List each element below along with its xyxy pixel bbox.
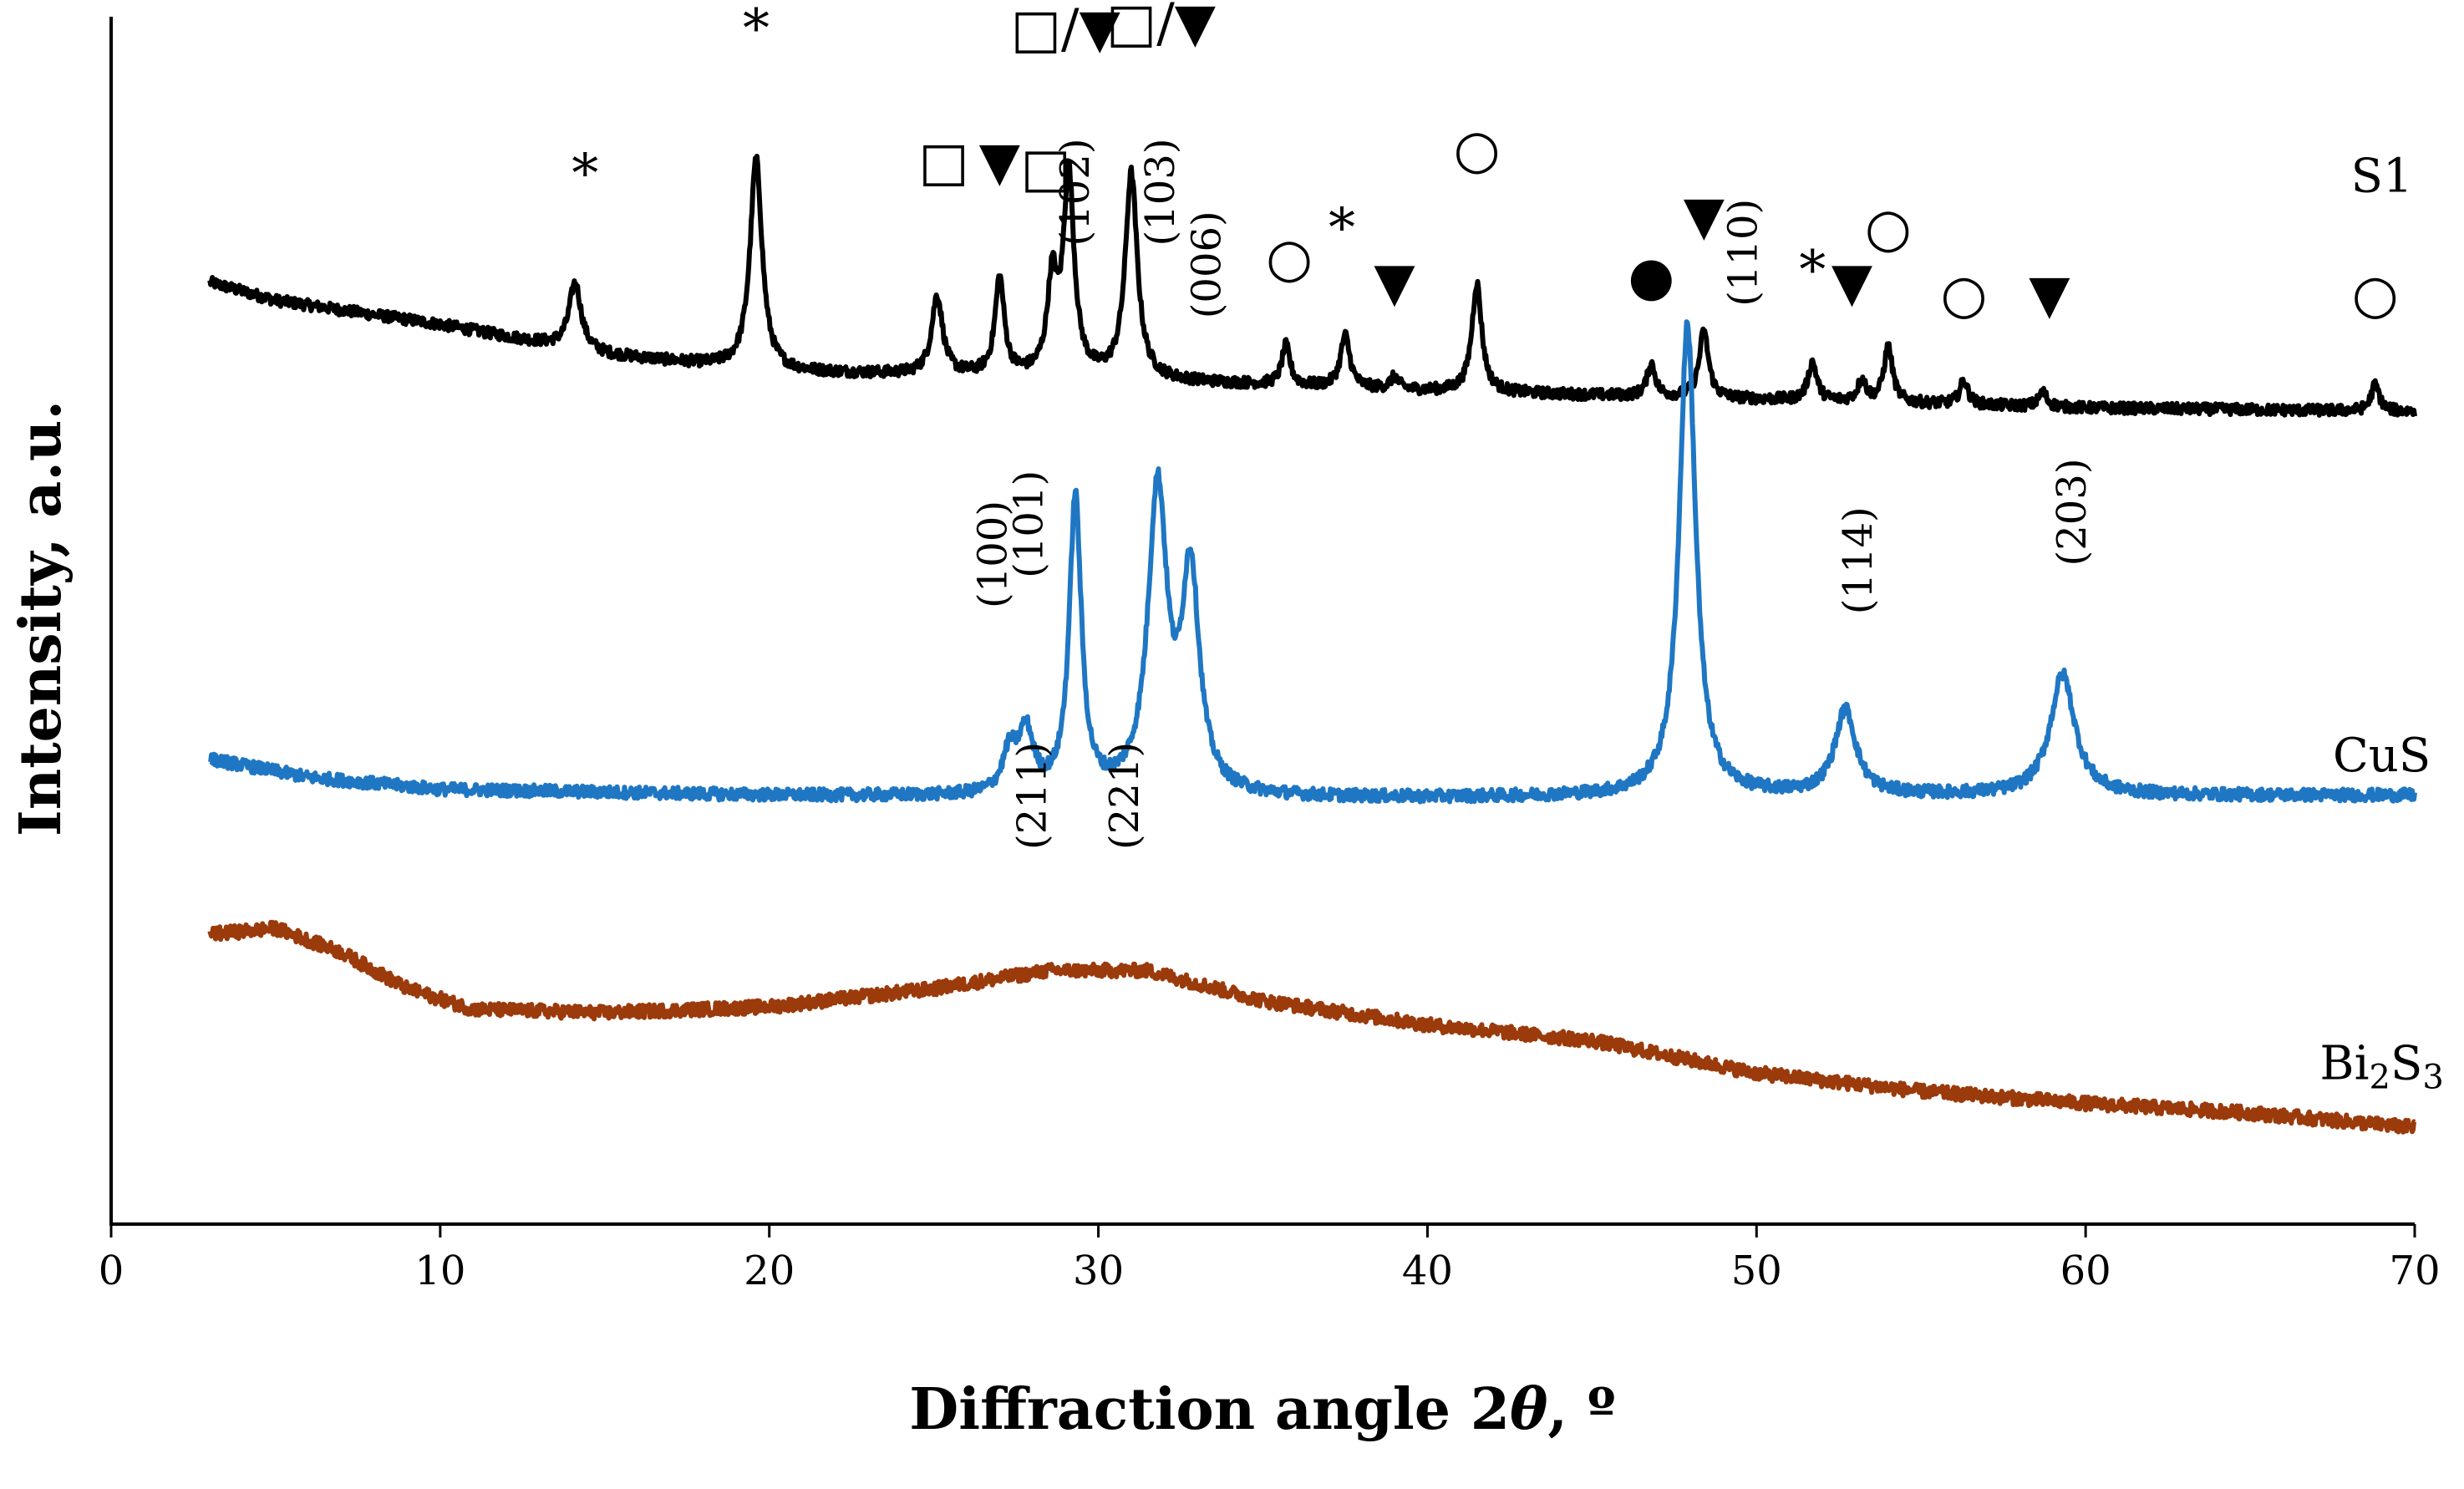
- phase-marker: ▼: [2029, 264, 2070, 326]
- phase-marker: □: [1020, 137, 1070, 199]
- phase-marker: ○: [1940, 264, 1987, 326]
- phase-marker: ○: [2352, 264, 2399, 326]
- y-axis-title: Intensity, a.u.: [8, 400, 74, 836]
- reflection-label: (103): [1137, 138, 1184, 246]
- series-label-cus: CuS: [2333, 729, 2431, 783]
- series-label-part: Bi: [2319, 1037, 2369, 1091]
- reflection-label: (101): [1006, 470, 1053, 578]
- reflection-label: (203): [2049, 458, 2096, 566]
- phase-marker: □: [918, 131, 968, 193]
- x-tick-label: 50: [1731, 1248, 1782, 1294]
- phase-marker: ▼: [1684, 185, 1725, 247]
- reflection-label: (221): [1101, 742, 1148, 850]
- series-label-part: S1: [2351, 150, 2413, 204]
- series-label-part: 3: [2422, 1059, 2443, 1097]
- x-tick-label: 70: [2389, 1248, 2440, 1294]
- phase-marker: *: [572, 144, 598, 206]
- phase-marker: *: [1329, 198, 1355, 260]
- reflection-label: (100): [969, 501, 1016, 608]
- series-label-part: CuS: [2333, 729, 2431, 783]
- annotation-layer: (100)(101) (102) (103)(006) (110) (114) (203)…: [572, 0, 2444, 1097]
- series-label-part: 2: [2369, 1059, 2390, 1097]
- phase-marker: □/▼: [1011, 0, 1121, 60]
- series-line-bi2s3: [207, 919, 2416, 1135]
- series-label-s1: S1: [2351, 150, 2413, 204]
- x-tick-label: 20: [744, 1248, 795, 1294]
- series-layer: [207, 154, 2417, 1135]
- series-line-s1: [207, 154, 2417, 418]
- phase-marker: ▼: [979, 131, 1021, 193]
- phase-marker: □/▼: [1106, 0, 1217, 54]
- x-axis-title: Diffraction angle 2θ, º: [909, 1376, 1615, 1443]
- series-line-cus: [208, 319, 2417, 805]
- x-tick-label: 40: [1402, 1248, 1453, 1294]
- x-tick-label: 0: [99, 1248, 124, 1294]
- phase-marker: ○: [1266, 228, 1313, 290]
- phase-marker: *: [1799, 240, 1826, 302]
- axes: 0 10 20 30 40 50 60 70: [99, 17, 2441, 1294]
- phase-marker: ●: [1628, 246, 1674, 307]
- phase-marker: ▼: [1374, 252, 1415, 314]
- series-label-bi2s3: Bi2S3: [2319, 1037, 2443, 1097]
- x-ticks: 0 10 20 30 40 50 60 70: [99, 1224, 2441, 1294]
- reflection-label: (006): [1183, 211, 1230, 318]
- x-tick-label: 10: [414, 1248, 465, 1294]
- phase-marker: ▼: [1831, 252, 1873, 314]
- x-tick-label: 60: [2060, 1248, 2111, 1294]
- series-label-part: S: [2390, 1037, 2422, 1091]
- phase-marker: *: [743, 0, 770, 60]
- reflection-label: (211): [1009, 742, 1056, 850]
- reflection-label: (102): [1052, 138, 1099, 246]
- x-tick-label: 30: [1073, 1248, 1124, 1294]
- reflection-label: (114): [1835, 506, 1882, 614]
- phase-marker: ○: [1454, 119, 1501, 181]
- phase-marker: ○: [1865, 198, 1912, 260]
- reflection-label: (110): [1720, 199, 1766, 307]
